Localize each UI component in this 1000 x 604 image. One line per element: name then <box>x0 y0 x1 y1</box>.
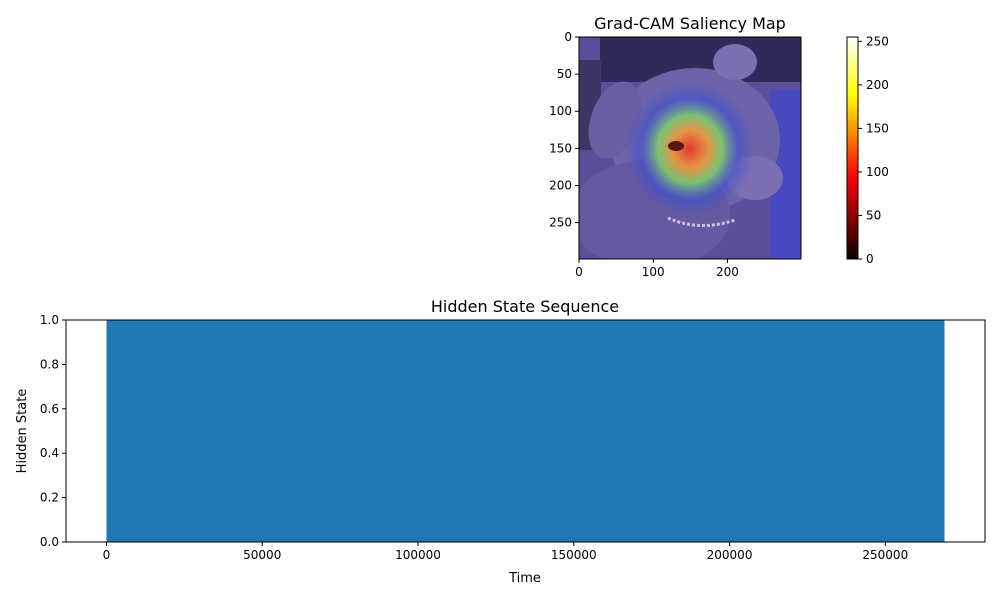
saliency-y-tick-label: 150 <box>549 141 572 155</box>
saliency-title: Grad-CAM Saliency Map <box>594 14 786 33</box>
hidden-state-y-tick-label: 0.2 <box>40 491 59 505</box>
saliency-x-axis: 0 100 200 <box>575 259 739 279</box>
hidden-state-x-tick-label: 200000 <box>707 548 753 562</box>
colorbar: 0 50 100 150 200 250 <box>846 34 889 266</box>
hidden-state-ylabel: Hidden State <box>15 389 30 474</box>
saliency-y-axis: 0 50 100 150 200 250 <box>549 30 579 230</box>
saliency-x-tick-label: 0 <box>575 265 583 279</box>
saliency-y-tick-label: 50 <box>557 67 572 81</box>
saliency-panel: Grad-CAM Saliency Map 0 50 100 150 200 250 0 1… <box>549 14 802 279</box>
hidden-state-y-tick-label: 0.8 <box>40 357 59 371</box>
colorbar-gradient <box>846 36 859 260</box>
colorbar-tick-label: 200 <box>866 78 889 92</box>
colorbar-tick-label: 0 <box>866 252 874 266</box>
hidden-state-panel: Hidden State Sequence 0.0 0.2 0.4 0.6 0.8 1.0… <box>15 297 986 586</box>
colorbar-ticks: 0 50 100 150 200 250 <box>858 34 889 266</box>
hidden-state-x-tick-label: 0 <box>103 548 111 562</box>
dog-collar <box>667 216 736 228</box>
hidden-state-y-axis: 0.0 0.2 0.4 0.6 0.8 1.0 <box>40 313 66 549</box>
saliency-y-tick-label: 0 <box>564 30 572 44</box>
hidden-state-x-tick-label: 100000 <box>395 548 441 562</box>
colorbar-tick-label: 100 <box>866 165 889 179</box>
hidden-state-y-tick-label: 0.4 <box>40 446 59 460</box>
hidden-state-frame <box>65 319 986 543</box>
hidden-state-bar <box>106 320 945 542</box>
saliency-image <box>579 37 801 259</box>
cam-hotspot <box>625 81 755 217</box>
colorbar-tick-label: 50 <box>866 208 881 222</box>
saliency-y-tick-label: 250 <box>549 216 572 230</box>
saliency-x-tick-label: 100 <box>642 265 665 279</box>
saliency-x-tick-label: 200 <box>716 265 739 279</box>
saliency-y-tick-label: 200 <box>549 178 572 192</box>
hidden-state-x-tick-label: 150000 <box>551 548 597 562</box>
hidden-state-y-tick-label: 0.0 <box>40 535 59 549</box>
hidden-state-x-tick-label: 250000 <box>862 548 908 562</box>
dog-ear-right <box>713 44 757 80</box>
hidden-state-x-axis: 0 50000 100000 150000 200000 250000 <box>103 542 908 562</box>
colorbar-tick-label: 150 <box>866 121 889 135</box>
cam-eye <box>668 141 684 151</box>
colorbar-tick-label: 250 <box>866 34 889 48</box>
hidden-state-y-tick-label: 1.0 <box>40 313 59 327</box>
hidden-state-xlabel: Time <box>508 571 541 586</box>
hidden-state-title: Hidden State Sequence <box>431 297 619 316</box>
saliency-y-tick-label: 100 <box>549 104 572 118</box>
hidden-state-y-tick-label: 0.6 <box>40 402 59 416</box>
hidden-state-x-tick-label: 50000 <box>243 548 281 562</box>
